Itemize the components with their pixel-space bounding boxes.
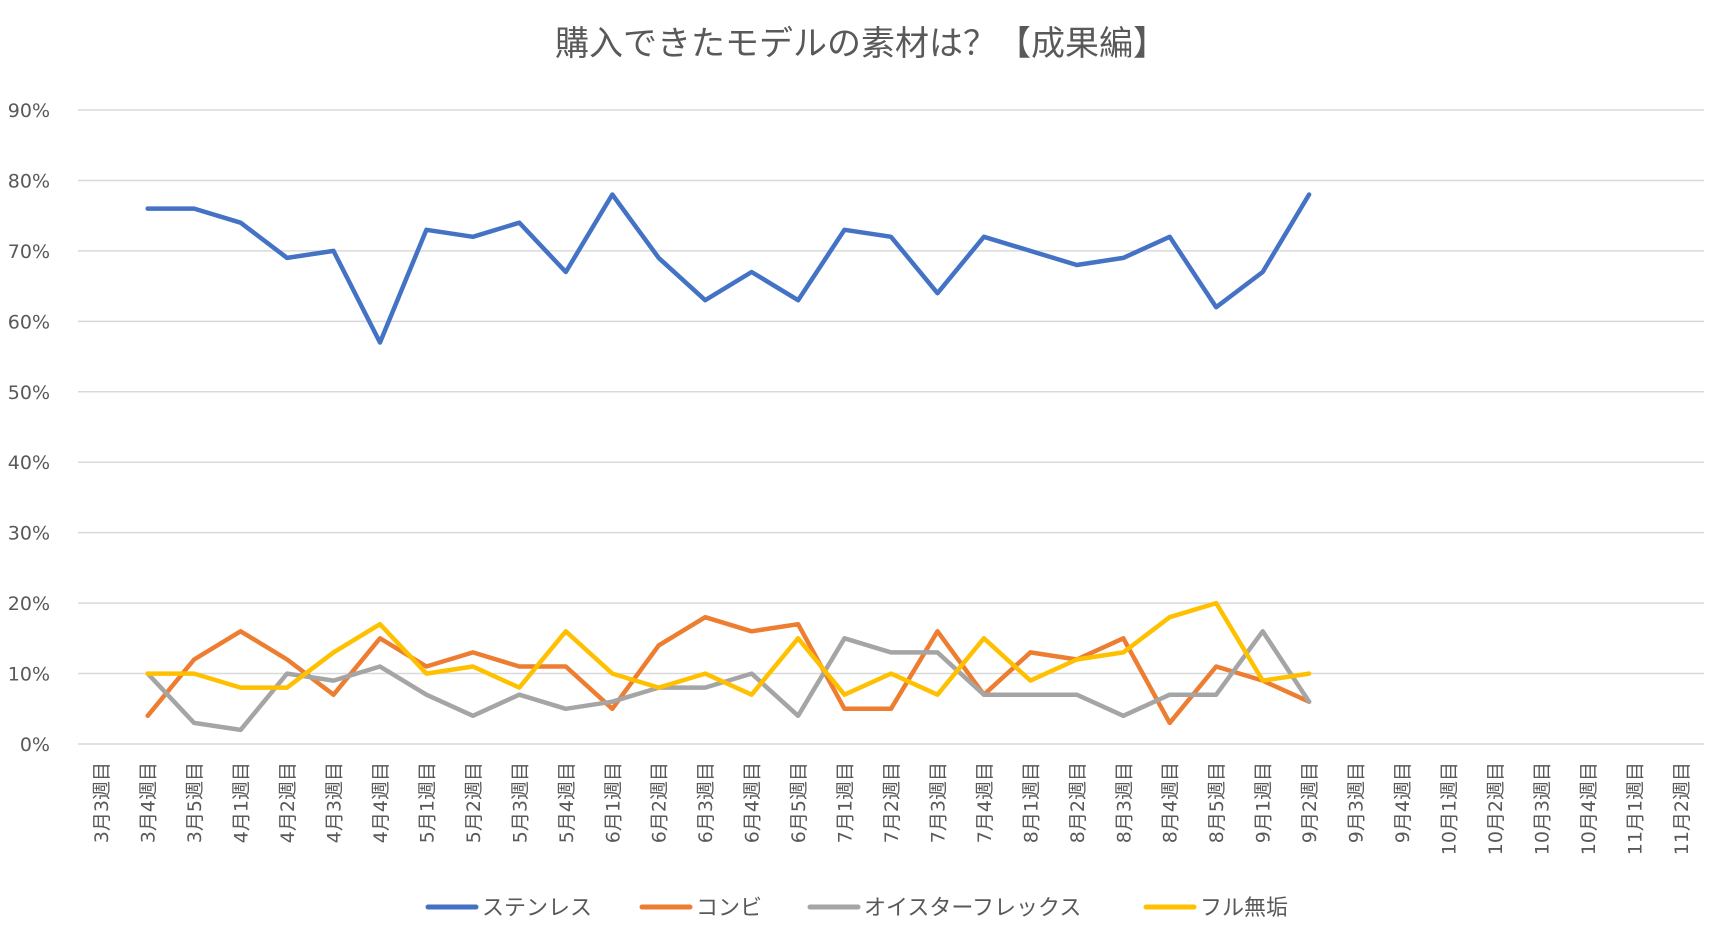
series-line-1: [145, 614, 1312, 726]
y-tick-label: 20%: [8, 593, 50, 615]
legend-label: フル無垢: [1200, 896, 1288, 921]
series-line-3: [145, 600, 1312, 697]
series-line-2: [145, 629, 1312, 733]
y-tick-label: 70%: [8, 241, 50, 263]
grid-lines: [78, 109, 1704, 745]
x-tick-label: 5月4週目: [556, 762, 578, 843]
x-tick-label: 4月3週目: [324, 762, 346, 843]
x-tick-label: 6月3週目: [695, 762, 717, 843]
x-tick-label: 8月3週目: [1113, 762, 1135, 843]
x-tick-label: 4月4週目: [370, 762, 392, 843]
y-tick-label: 10%: [8, 664, 50, 686]
x-tick-label: 9月4週目: [1392, 762, 1414, 843]
y-tick-label: 60%: [8, 311, 50, 333]
legend-label: ステンレス: [482, 896, 592, 921]
legend-label: コンビ: [696, 896, 762, 921]
x-tick-label: 10月4週目: [1578, 762, 1600, 855]
y-tick-label: 80%: [8, 170, 50, 192]
x-tick-label: 6月1週目: [602, 762, 624, 843]
y-tick-label: 40%: [8, 452, 50, 474]
x-tick-label: 9月2週目: [1299, 762, 1321, 843]
chart-title: 購入できたモデルの素材は？【成果編】: [555, 24, 1167, 64]
x-tick-label: 10月2週目: [1485, 762, 1507, 855]
y-tick-label: 90%: [8, 100, 50, 122]
x-tick-label: 3月5週目: [184, 762, 206, 843]
x-tick-label: 4月1週目: [231, 762, 253, 843]
x-tick-label: 8月4週目: [1160, 762, 1182, 843]
series-line-0: [145, 192, 1312, 345]
x-tick-label: 8月5週目: [1206, 762, 1228, 843]
x-tick-label: 11月1週目: [1624, 762, 1646, 855]
x-tick-label: 5月1週目: [416, 762, 438, 843]
x-axis-ticks: 3月3週目 3月4週目 3月5週目 4月1週目 4月2週目 4月3週目 4月4週目 5月1週目…: [91, 762, 1693, 855]
legend-label: オイスターフレックス: [864, 896, 1081, 921]
x-tick-label: 7月2週目: [881, 762, 903, 843]
x-tick-label: 4月2週目: [277, 762, 299, 843]
series-lines: [145, 192, 1312, 733]
x-tick-label: 3月3週目: [91, 762, 113, 843]
x-tick-label: 10月1週目: [1438, 762, 1460, 855]
x-tick-label: 6月4週目: [742, 762, 764, 843]
x-tick-label: 8月2週目: [1067, 762, 1089, 843]
x-tick-label: 5月3週目: [509, 762, 531, 843]
x-tick-label: 7月3週目: [927, 762, 949, 843]
x-tick-label: 9月1週目: [1253, 762, 1275, 843]
x-tick-label: 5月2週目: [463, 762, 485, 843]
x-tick-label: 7月4週目: [974, 762, 996, 843]
y-tick-label: 50%: [8, 382, 50, 404]
y-tick-label: 0%: [20, 734, 50, 756]
x-tick-label: 6月2週目: [649, 762, 671, 843]
x-tick-label: 6月5週目: [788, 762, 810, 843]
y-axis-ticks: 0% 10% 20% 30% 40% 50% 60% 70% 80% 90%: [8, 100, 50, 756]
x-tick-label: 9月3週目: [1346, 762, 1368, 843]
y-tick-label: 30%: [8, 523, 50, 545]
x-tick-label: 8月1週目: [1020, 762, 1042, 843]
x-tick-label: 10月3週目: [1531, 762, 1553, 855]
x-tick-label: 7月1週目: [835, 762, 857, 843]
legend: ステンレス コンビ オイスターフレックス フル無垢: [425, 896, 1288, 921]
x-tick-label: 11月2週目: [1671, 762, 1693, 855]
x-tick-label: 3月4週目: [138, 762, 160, 843]
